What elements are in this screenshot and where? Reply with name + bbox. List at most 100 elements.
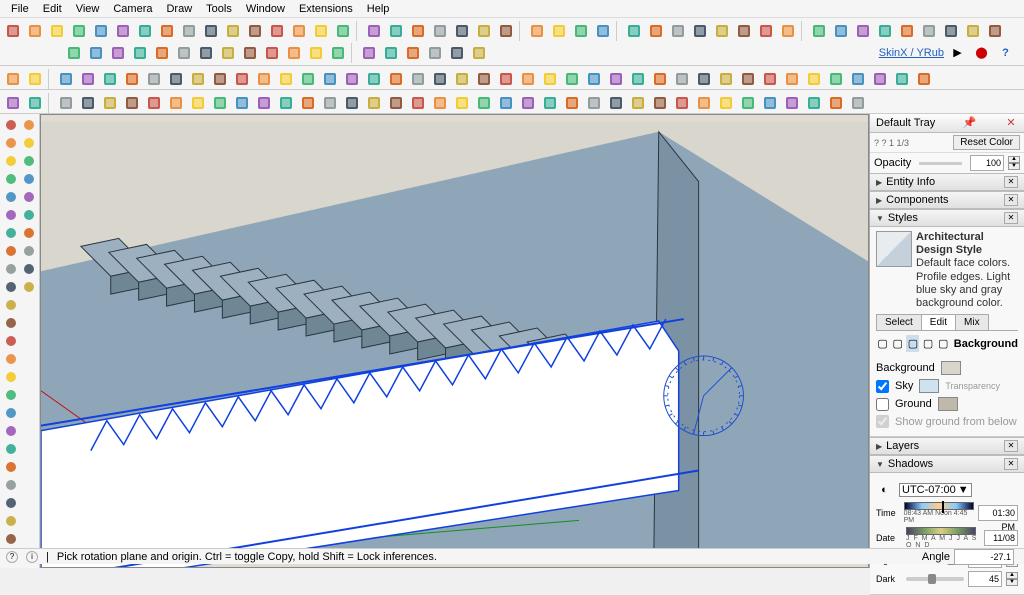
tool-select[interactable] [2, 20, 23, 41]
tool-u27[interactable] [627, 68, 648, 89]
tool-w33[interactable] [759, 92, 780, 113]
menu-draw[interactable]: Draw [159, 3, 199, 15]
tool-push[interactable] [200, 20, 221, 41]
panel-entity-info[interactable]: ▶Entity Info✕ [870, 173, 1024, 191]
tool-w4[interactable] [121, 92, 142, 113]
tool-w2[interactable] [77, 92, 98, 113]
tool-shape[interactable] [112, 20, 133, 41]
tool-b5[interactable] [151, 42, 172, 63]
tool-u12[interactable] [297, 68, 318, 89]
lt-sand2[interactable] [20, 278, 37, 295]
tool-tape[interactable] [310, 20, 331, 41]
tool-a8[interactable] [962, 20, 983, 41]
tool-c3[interactable] [402, 42, 423, 63]
lt-offset[interactable] [2, 314, 19, 331]
tool-w35[interactable] [803, 92, 824, 113]
lt-paint[interactable] [20, 188, 37, 205]
lt-zoom[interactable] [2, 530, 19, 547]
tool-w31[interactable] [715, 92, 736, 113]
tool-comp4[interactable] [689, 20, 710, 41]
tool-a5[interactable] [896, 20, 917, 41]
sky-checkbox[interactable] [876, 380, 889, 393]
reset-color-button[interactable]: Reset Color [953, 135, 1020, 150]
lt-follow[interactable] [2, 296, 19, 313]
tool-a2[interactable] [830, 20, 851, 41]
tool-b6[interactable] [173, 42, 194, 63]
tool-u35[interactable] [803, 68, 824, 89]
tool-w15[interactable] [363, 92, 384, 113]
bg-settings-icon[interactable]: ▢ [906, 335, 919, 352]
tool-b9[interactable] [239, 42, 260, 63]
tool-w26[interactable] [605, 92, 626, 113]
model-settings-icon[interactable]: ▢ [937, 335, 950, 352]
lt-push[interactable] [2, 278, 19, 295]
tool-u26[interactable] [605, 68, 626, 89]
tool-comp7[interactable] [755, 20, 776, 41]
lt-dim[interactable] [2, 440, 19, 457]
ground-checkbox[interactable] [876, 398, 889, 411]
tool-eraser[interactable] [46, 20, 67, 41]
lt-sect[interactable] [2, 476, 19, 493]
lt-poly[interactable] [2, 260, 19, 277]
tool-w34[interactable] [781, 92, 802, 113]
tool-a6[interactable] [918, 20, 939, 41]
tool-u21[interactable] [495, 68, 516, 89]
tool-iso3[interactable] [407, 20, 428, 41]
tool-u23[interactable] [539, 68, 560, 89]
dark-value[interactable]: 45 [968, 571, 1002, 587]
tool-u5[interactable] [143, 68, 164, 89]
tool-u13[interactable] [319, 68, 340, 89]
tool-u7[interactable] [187, 68, 208, 89]
dark-spinner[interactable]: ▲▼ [1006, 572, 1018, 586]
tool-u4[interactable] [121, 68, 142, 89]
tool-w18[interactable] [429, 92, 450, 113]
tool-w8[interactable] [209, 92, 230, 113]
tool-v2[interactable] [24, 92, 45, 113]
show-ground-checkbox[interactable] [876, 415, 889, 428]
opacity-value[interactable]: 100 [970, 155, 1004, 171]
tool-u28[interactable] [649, 68, 670, 89]
menu-tools[interactable]: Tools [199, 3, 239, 15]
tool-u2[interactable] [77, 68, 98, 89]
tool-w21[interactable] [495, 92, 516, 113]
tool-u3[interactable] [99, 68, 120, 89]
tool-b4[interactable] [129, 42, 150, 63]
tool-line[interactable] [68, 20, 89, 41]
opacity-spinner[interactable]: ▲▼ [1008, 156, 1020, 170]
lt-pan[interactable] [2, 512, 19, 529]
tool-u14[interactable] [341, 68, 362, 89]
tool-u38[interactable] [869, 68, 890, 89]
sky-color-swatch[interactable] [919, 379, 939, 393]
tool-u9[interactable] [231, 68, 252, 89]
ground-color-swatch[interactable] [938, 397, 958, 411]
lt-orbit[interactable] [2, 494, 19, 511]
tool-iso6[interactable] [473, 20, 494, 41]
lt-walk[interactable] [20, 152, 37, 169]
tool-iso7[interactable] [495, 20, 516, 41]
tool-w24[interactable] [561, 92, 582, 113]
tool-w9[interactable] [231, 92, 252, 113]
lt-prev[interactable] [20, 116, 37, 133]
tool-u37[interactable] [847, 68, 868, 89]
tool-a7[interactable] [940, 20, 961, 41]
tool-w23[interactable] [539, 92, 560, 113]
tool-poly[interactable] [178, 20, 199, 41]
tool-move[interactable] [244, 20, 265, 41]
tool-scale[interactable] [288, 20, 309, 41]
info-icon[interactable]: i [26, 551, 38, 563]
tool-u32[interactable] [737, 68, 758, 89]
tool-w37[interactable] [847, 92, 868, 113]
lt-text[interactable] [2, 422, 19, 439]
date-value[interactable]: 11/08 [984, 530, 1018, 546]
tool-rotate[interactable] [266, 20, 287, 41]
lt-sand1[interactable] [20, 260, 37, 277]
tool-b11[interactable] [283, 42, 304, 63]
tool-comp1[interactable] [623, 20, 644, 41]
tool-w22[interactable] [517, 92, 538, 113]
tool-a3[interactable] [852, 20, 873, 41]
tool-u19[interactable] [451, 68, 472, 89]
tool-w20[interactable] [473, 92, 494, 113]
tool-w14[interactable] [341, 92, 362, 113]
lt-move[interactable] [2, 332, 19, 349]
panel-styles[interactable]: ▼Styles✕ [870, 209, 1024, 227]
